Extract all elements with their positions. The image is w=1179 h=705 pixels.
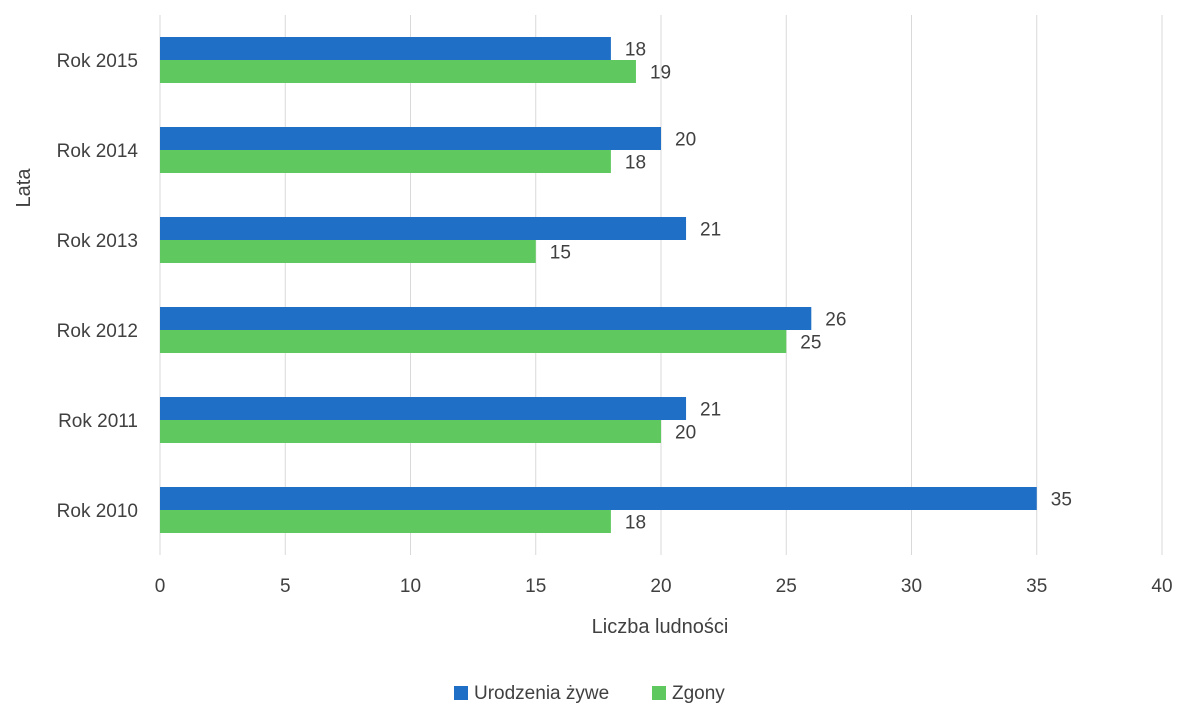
x-tick-label: 25 bbox=[776, 576, 797, 597]
legend-label: Zgony bbox=[672, 683, 725, 704]
category-label: Rok 2015 bbox=[57, 51, 138, 72]
x-tick-label: 20 bbox=[650, 576, 671, 597]
category-labels: Rok 2010 Rok 2011 Rok 2012 Rok 2013 Rok 2014… bbox=[57, 51, 139, 522]
bar-urodzenia bbox=[160, 127, 661, 150]
bar-urodzenia bbox=[160, 397, 687, 420]
category-label: Rok 2010 bbox=[57, 501, 138, 522]
data-label: 21 bbox=[700, 220, 721, 241]
data-label: 20 bbox=[675, 423, 696, 444]
x-tick-label: 10 bbox=[400, 576, 421, 597]
bar-zgony bbox=[160, 510, 611, 533]
bars bbox=[160, 37, 1037, 533]
category-label: Rok 2014 bbox=[57, 141, 139, 162]
data-label: 18 bbox=[625, 153, 646, 174]
gridlines bbox=[159, 15, 1163, 555]
bar-zgony bbox=[160, 240, 536, 263]
bar-zgony bbox=[160, 60, 636, 83]
category-label: Rok 2012 bbox=[57, 321, 138, 342]
bar-urodzenia bbox=[160, 217, 687, 240]
bar-zgony bbox=[160, 150, 611, 173]
bar-zgony bbox=[160, 330, 787, 353]
data-label: 18 bbox=[625, 513, 646, 534]
legend-swatch bbox=[652, 686, 666, 700]
data-label: 18 bbox=[625, 40, 646, 61]
legend-label: Urodzenia żywe bbox=[474, 683, 609, 704]
data-label: 25 bbox=[800, 333, 821, 354]
x-tick-labels: 0 5 10 15 20 25 30 35 40 bbox=[155, 576, 1173, 597]
data-label: 20 bbox=[675, 130, 696, 151]
category-label: Rok 2011 bbox=[58, 411, 138, 432]
data-label: 19 bbox=[650, 63, 671, 84]
x-tick-label: 15 bbox=[525, 576, 546, 597]
x-tick-label: 40 bbox=[1151, 576, 1172, 597]
legend: Urodzenia żywe Zgony bbox=[454, 683, 725, 704]
bar-urodzenia bbox=[160, 487, 1037, 510]
x-tick-label: 35 bbox=[1026, 576, 1047, 597]
bar-urodzenia bbox=[160, 307, 812, 330]
data-label: 26 bbox=[825, 310, 846, 331]
x-axis-title: Liczba ludności bbox=[592, 616, 729, 638]
x-tick-label: 30 bbox=[901, 576, 922, 597]
y-axis-title: Lata bbox=[13, 168, 35, 208]
bar-urodzenia bbox=[160, 37, 611, 60]
data-label: 21 bbox=[700, 400, 721, 421]
data-label: 15 bbox=[550, 243, 571, 264]
bar-zgony bbox=[160, 420, 661, 443]
legend-swatch bbox=[454, 686, 468, 700]
data-label: 35 bbox=[1051, 490, 1072, 511]
x-tick-label: 0 bbox=[155, 576, 166, 597]
category-label: Rok 2013 bbox=[57, 231, 138, 252]
x-tick-label: 5 bbox=[280, 576, 291, 597]
